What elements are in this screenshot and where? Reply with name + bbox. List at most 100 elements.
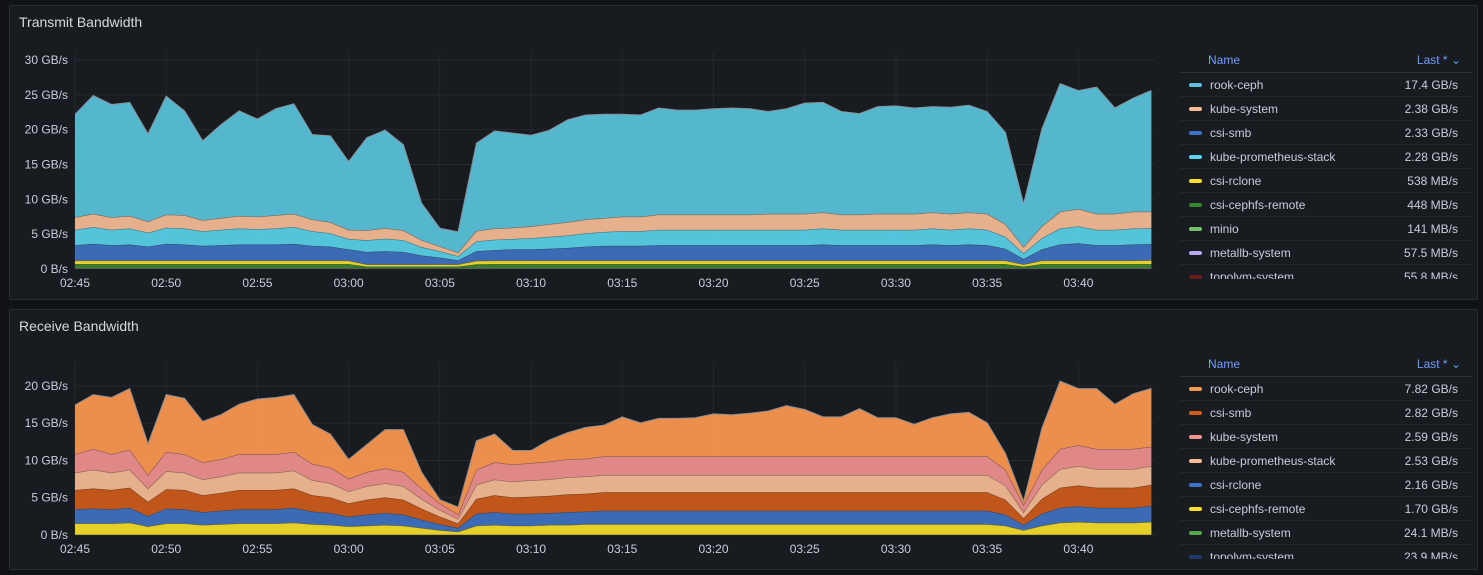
legend-row[interactable]: csi-cephfs-remote 448 MB/s xyxy=(1180,193,1471,217)
legend-row[interactable]: minio 141 MB/s xyxy=(1180,217,1471,241)
legend-name-header[interactable]: Name xyxy=(1208,357,1241,371)
legend-series-name: topolvm-system xyxy=(1210,269,1295,280)
series-area-csi-smb xyxy=(75,243,1152,265)
x-tick-label: 02:55 xyxy=(242,542,272,556)
series-color-swatch xyxy=(1189,202,1202,207)
x-tick-label: 02:45 xyxy=(60,542,90,556)
series-area-rook-ceph xyxy=(75,83,1152,253)
series-color-swatch xyxy=(1189,130,1202,135)
series-color-swatch xyxy=(1189,178,1202,183)
series-color-swatch xyxy=(1189,410,1202,415)
series-area-rook-ceph xyxy=(75,381,1152,515)
y-tick-label: 20 GB/s xyxy=(25,379,68,393)
legend-row[interactable]: rook-ceph 17.4 GB/s xyxy=(1180,73,1471,97)
series-area-kube-prometheus-stack xyxy=(75,466,1152,524)
series-color-swatch xyxy=(1189,386,1202,391)
x-tick-label: 03:20 xyxy=(698,276,728,290)
x-tick-label: 03:15 xyxy=(607,276,637,290)
x-tick-label: 03:40 xyxy=(1063,542,1093,556)
transmit-legend: Name Last * ⌄ rook-ceph 17.4 GB/s kube-sys… xyxy=(1180,48,1471,279)
legend-last-header-label: Last * xyxy=(1416,357,1448,371)
legend-name-header[interactable]: Name xyxy=(1208,53,1241,67)
y-tick-label: 0 B/s xyxy=(41,262,68,276)
legend-series-name: rook-ceph xyxy=(1210,381,1264,396)
legend-row[interactable]: kube-prometheus-stack 2.28 GB/s xyxy=(1180,145,1471,169)
x-tick-label: 03:05 xyxy=(425,542,455,556)
legend-row[interactable]: topolvm-system 23.9 MB/s xyxy=(1180,545,1471,559)
transmit-bandwidth-chart[interactable]: 0 B/s 5 GB/s 10 GB/s 15 GB/s 20 GB/s 25 GB/s 3… xyxy=(10,6,1170,301)
x-tick-label: 02:50 xyxy=(151,542,181,556)
legend-row[interactable]: rook-ceph 7.82 GB/s xyxy=(1180,377,1471,401)
x-tick-label: 03:05 xyxy=(425,276,455,290)
legend-row[interactable]: csi-smb 2.82 GB/s xyxy=(1180,401,1471,425)
legend-row[interactable]: metallb-system 24.1 MB/s xyxy=(1180,521,1471,545)
legend-series-value: 2.38 GB/s xyxy=(1404,101,1458,116)
legend-header: Name Last * ⌄ xyxy=(1180,352,1471,377)
panel-title[interactable]: Receive Bandwidth xyxy=(19,318,139,334)
x-tick-label: 03:35 xyxy=(972,542,1002,556)
legend-row[interactable]: csi-rclone 2.16 GB/s xyxy=(1180,473,1471,497)
legend-series-value: 57.5 MB/s xyxy=(1403,245,1458,260)
legend-last-header-label: Last * xyxy=(1416,53,1448,67)
legend-series-value: 448 MB/s xyxy=(1407,197,1458,212)
legend-row[interactable]: metallb-system 57.5 MB/s xyxy=(1180,241,1471,265)
legend-row[interactable]: csi-cephfs-remote 1.70 GB/s xyxy=(1180,497,1471,521)
y-tick-label: 15 GB/s xyxy=(25,416,68,430)
panel-title[interactable]: Transmit Bandwidth xyxy=(19,14,143,30)
legend-series-name: csi-rclone xyxy=(1210,173,1262,188)
legend-series-name: csi-smb xyxy=(1210,405,1252,420)
legend-row[interactable]: kube-prometheus-stack 2.53 GB/s xyxy=(1180,449,1471,473)
series-color-swatch xyxy=(1189,82,1202,87)
legend-series-value: 2.33 GB/s xyxy=(1404,125,1458,140)
transmit-bandwidth-panel: Transmit Bandwidth 0 B/s 5 GB/s 10 GB/s 15 … xyxy=(9,5,1478,300)
legend-series-value: 17.4 GB/s xyxy=(1404,77,1458,92)
legend-series-name: csi-smb xyxy=(1210,125,1252,140)
y-tick-label: 25 GB/s xyxy=(25,88,68,102)
legend-series-name: csi-cephfs-remote xyxy=(1210,501,1306,516)
legend-series-value: 2.59 GB/s xyxy=(1404,429,1458,444)
legend-series-value: 2.53 GB/s xyxy=(1404,453,1458,468)
legend-series-name: topolvm-system xyxy=(1210,549,1295,560)
x-tick-label: 03:20 xyxy=(698,542,728,556)
legend-series-value: 1.70 GB/s xyxy=(1404,501,1458,516)
x-tick-label: 03:35 xyxy=(972,276,1002,290)
legend-series-value: 7.82 GB/s xyxy=(1404,381,1458,396)
legend-series-value: 2.82 GB/s xyxy=(1404,405,1458,420)
y-tick-label: 10 GB/s xyxy=(25,453,68,467)
series-color-swatch xyxy=(1189,154,1202,159)
series-area-csi-rclone xyxy=(75,260,1152,267)
receive-bandwidth-chart[interactable]: 0 B/s 5 GB/s 10 GB/s 15 GB/s 20 GB/s 02:45 02:… xyxy=(10,310,1170,571)
series-color-swatch xyxy=(1189,482,1202,487)
legend-row[interactable]: kube-system 2.38 GB/s xyxy=(1180,97,1471,121)
y-tick-label: 20 GB/s xyxy=(25,123,68,137)
legend-series-name: kube-prometheus-stack xyxy=(1210,453,1336,468)
x-tick-label: 02:55 xyxy=(242,276,272,290)
chevron-down-icon: ⌄ xyxy=(1450,357,1461,371)
legend-series-name: kube-system xyxy=(1210,101,1279,116)
y-tick-label: 15 GB/s xyxy=(25,158,68,172)
series-color-swatch xyxy=(1189,506,1202,511)
y-tick-label: 5 GB/s xyxy=(31,227,68,241)
y-tick-label: 30 GB/s xyxy=(25,53,68,67)
legend-body[interactable]: rook-ceph 17.4 GB/s kube-system 2.38 GB/s cs… xyxy=(1180,73,1471,279)
legend-series-name: kube-prometheus-stack xyxy=(1210,149,1336,164)
legend-series-name: metallb-system xyxy=(1210,525,1291,540)
series-area-csi-cephfs-remote xyxy=(75,522,1152,535)
legend-row[interactable]: kube-system 2.59 GB/s xyxy=(1180,425,1471,449)
x-tick-label: 03:30 xyxy=(881,542,911,556)
legend-row[interactable]: topolvm-system 55.8 MB/s xyxy=(1180,265,1471,279)
x-tick-label: 03:00 xyxy=(334,276,364,290)
legend-series-value: 24.1 MB/s xyxy=(1403,525,1458,540)
legend-body[interactable]: rook-ceph 7.82 GB/s csi-smb 2.82 GB/s kube-s… xyxy=(1180,377,1471,559)
receive-legend: Name Last * ⌄ rook-ceph 7.82 GB/s csi-smb 2… xyxy=(1180,352,1471,559)
legend-row[interactable]: csi-rclone 538 MB/s xyxy=(1180,169,1471,193)
legend-last-header[interactable]: Last * ⌄ xyxy=(1417,357,1471,371)
series-color-swatch xyxy=(1189,434,1202,439)
x-tick-label: 02:50 xyxy=(151,276,181,290)
legend-last-header[interactable]: Last * ⌄ xyxy=(1417,53,1471,67)
legend-row[interactable]: csi-smb 2.33 GB/s xyxy=(1180,121,1471,145)
series-color-swatch xyxy=(1189,226,1202,231)
series-color-swatch xyxy=(1189,106,1202,111)
legend-header: Name Last * ⌄ xyxy=(1180,48,1471,73)
series-area-csi-smb xyxy=(75,484,1152,528)
